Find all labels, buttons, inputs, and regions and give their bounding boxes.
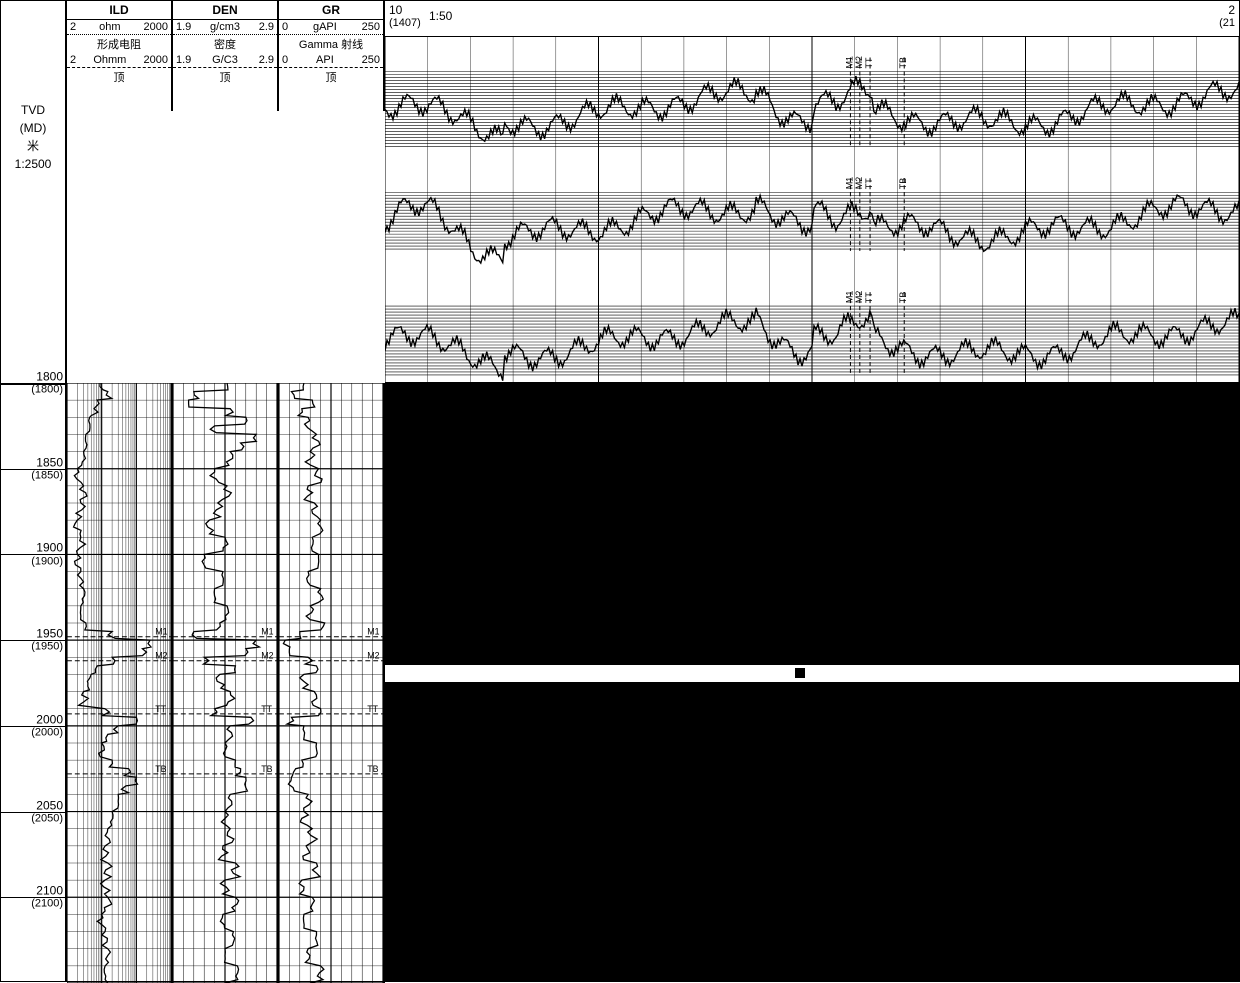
svg-text:TB: TB: [367, 764, 378, 774]
svg-text:M2: M2: [854, 291, 864, 303]
depth-label-md: (MD): [1, 119, 65, 137]
svg-text:M2: M2: [155, 651, 167, 661]
well-log-composite: TVD (MD) 米 1:2500 ILD 2ohm2000 形成电阻 2Ohm…: [0, 0, 1240, 982]
section-left-tick: 10: [389, 3, 402, 17]
track-title: GR: [279, 1, 383, 20]
svg-text:TT: TT: [261, 704, 272, 714]
track-sub-1: Gamma 射线: [279, 35, 383, 53]
track-title: DEN: [173, 1, 277, 20]
svg-text:M2: M2: [367, 651, 379, 661]
section-left-paren: (1407): [389, 17, 421, 29]
svg-text:M2: M2: [854, 177, 864, 189]
track-sub-2: 顶: [67, 68, 171, 86]
svg-text:TT: TT: [155, 704, 166, 714]
section-scale-row: 10 (1407) 1:50 2 (21: [385, 1, 1239, 37]
section-body: M1M2TTTBM1M2TTTBM1M2TTTB: [385, 37, 1239, 382]
section-ratio: 1:50: [429, 9, 452, 23]
track-scale-1: 2ohm2000: [67, 20, 171, 35]
svg-text:TT: TT: [864, 57, 874, 68]
svg-text:M1: M1: [155, 627, 167, 637]
track-header-gr: GR 0gAPI250 Gamma 射线 0API250 顶: [279, 1, 385, 111]
track-sub-1: 形成电阻: [67, 35, 171, 53]
svg-text:TB: TB: [155, 764, 166, 774]
section-right-paren: (21: [1219, 17, 1235, 29]
log-track-gr: M1 M2 TT TB: [279, 383, 385, 983]
svg-text:TB: TB: [261, 764, 272, 774]
section-svg: M1M2TTTBM1M2TTTBM1M2TTTB: [385, 37, 1239, 382]
log-track-ild: M1 M2 TT TB: [67, 383, 173, 983]
svg-text:M2: M2: [854, 56, 864, 68]
depth-unit: 米: [1, 137, 65, 155]
track-title: ILD: [67, 1, 171, 20]
track-sub-2: 顶: [279, 68, 383, 86]
track-scale-1: 0gAPI250: [279, 20, 383, 35]
track-scale-1: 1.9g/cm32.9: [173, 20, 277, 35]
section-band-notch: [795, 668, 805, 678]
section-white-band: [385, 665, 1239, 682]
log-track-den: M1 M2 TT TB: [173, 383, 279, 983]
svg-text:M2: M2: [261, 651, 273, 661]
depth-label-tvd: TVD: [1, 101, 65, 119]
svg-text:TT: TT: [864, 178, 874, 189]
svg-text:M1: M1: [261, 627, 273, 637]
log-tracks-panel: M1 M2 TT TB M1 M2 TT TB M1 M2 TT TB: [67, 383, 385, 983]
cross-section-panel: 10 (1407) 1:50 2 (21 M1M2TTTBM1M2TTTBM1M…: [385, 1, 1239, 383]
track-sub-2: 顶: [173, 68, 277, 86]
svg-text:TT: TT: [367, 704, 378, 714]
section-lower-panel: [385, 383, 1239, 981]
track-scale-2: 2Ohmm2000: [67, 53, 171, 68]
depth-scale: 1:2500: [1, 155, 65, 173]
track-scale-2: 0API250: [279, 53, 383, 68]
svg-text:TB: TB: [898, 178, 908, 189]
depth-track-labels: TVD (MD) 米 1:2500: [1, 101, 65, 173]
depth-tick-column: 1800(1800)1850(1850)1900(1900)1950(1950)…: [1, 383, 67, 981]
svg-text:M1: M1: [367, 627, 379, 637]
track-header-ild: ILD 2ohm2000 形成电阻 2Ohmm2000 顶: [67, 1, 173, 111]
section-right-tick: 2: [1228, 3, 1235, 17]
svg-text:TB: TB: [898, 292, 908, 303]
depth-track-header: TVD (MD) 米 1:2500: [1, 1, 67, 383]
track-headers-row: ILD 2ohm2000 形成电阻 2Ohmm2000 顶DEN 1.9g/cm…: [67, 1, 385, 111]
track-header-den: DEN 1.9g/cm32.9 密度 1.9G/C32.9 顶: [173, 1, 279, 111]
svg-text:TB: TB: [898, 57, 908, 68]
track-sub-1: 密度: [173, 35, 277, 53]
svg-text:TT: TT: [864, 292, 874, 303]
track-scale-2: 1.9G/C32.9: [173, 53, 277, 68]
